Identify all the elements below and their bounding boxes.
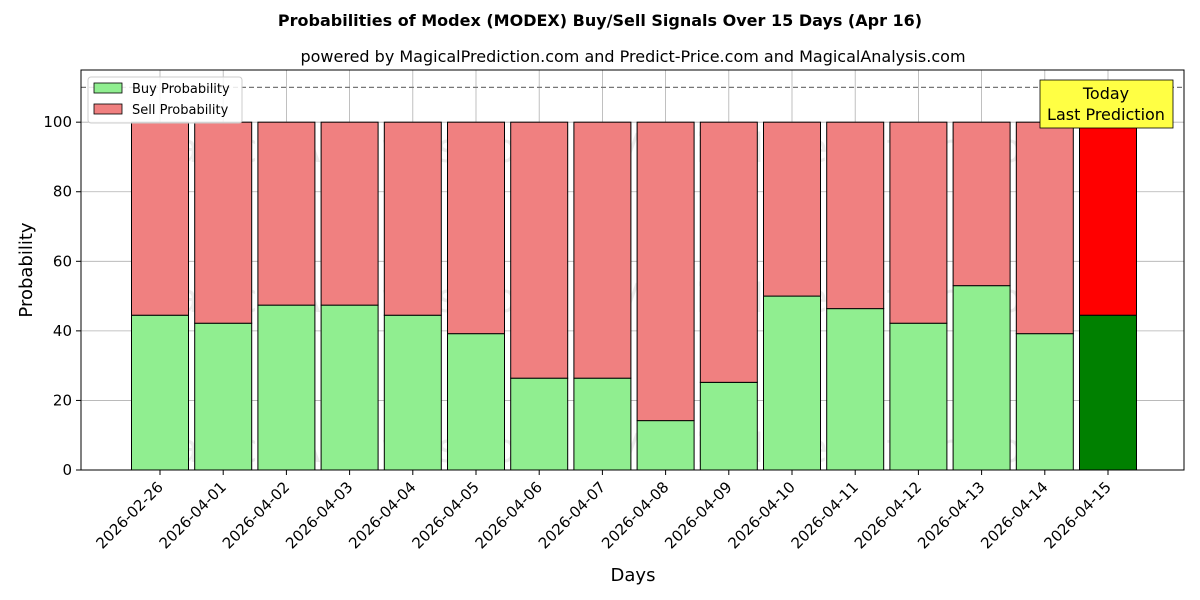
bars [131, 121, 1137, 471]
x-tick-label: 2026-02-26 [92, 478, 166, 552]
chart-title: Probabilities of Modex (MODEX) Buy/Sell … [278, 11, 922, 30]
y-axis-label: Probability [16, 222, 37, 317]
bar-sell [763, 121, 821, 297]
legend-swatch-buy [93, 82, 123, 94]
bar-buy [1015, 333, 1074, 471]
bar-buy [131, 314, 189, 471]
x-tick-label: 2026-04-10 [724, 478, 798, 552]
today-annotation: Today Last Prediction [1039, 79, 1174, 129]
x-tick-label: 2026-04-13 [914, 478, 988, 552]
legend-label-sell: Sell Probability [132, 103, 229, 118]
bar-sell [1079, 121, 1137, 316]
bar-buy [1079, 314, 1137, 471]
y-tick-label: 100 [43, 113, 72, 131]
bar-sell [952, 121, 1011, 287]
bar-buy [320, 304, 379, 471]
bar-sell [383, 121, 442, 316]
y-tick-label: 0 [62, 461, 72, 479]
x-tick-label: 2026-04-01 [156, 478, 230, 552]
bar-sell [636, 121, 695, 422]
x-tick-label: 2026-04-09 [661, 478, 735, 552]
bar-sell [699, 121, 758, 383]
x-tick-label: 2026-04-11 [788, 478, 862, 552]
bar-sell [1015, 121, 1074, 335]
x-tick-label: 2026-04-05 [408, 478, 482, 552]
x-axis-label: Days [611, 565, 656, 586]
bar-sell [510, 121, 569, 379]
annotation-box [1039, 79, 1174, 129]
bar-sell [826, 121, 885, 310]
bar-sell [573, 121, 632, 379]
bar-buy [257, 304, 316, 471]
annotation-line-2: Last Prediction [1047, 105, 1165, 124]
legend-box [87, 76, 243, 124]
x-axis-ticks: 2026-02-262026-04-012026-04-022026-04-03… [92, 470, 1115, 552]
chart-subtitle: powered by MagicalPrediction.com and Pre… [300, 47, 965, 66]
bar-sell [447, 121, 505, 335]
x-tick-label: 2026-04-12 [851, 478, 925, 552]
bar-sell [131, 121, 189, 316]
bar-buy [636, 420, 695, 471]
x-tick-label: 2026-04-15 [1040, 478, 1114, 552]
bar-buy [447, 333, 505, 471]
x-tick-label: 2026-04-07 [535, 478, 609, 552]
bar-sell [257, 121, 316, 306]
x-tick-label: 2026-04-08 [598, 478, 672, 552]
bar-buy [952, 285, 1011, 471]
y-tick-label: 80 [53, 183, 72, 201]
bar-buy [699, 381, 758, 471]
legend-label-buy: Buy Probability [132, 82, 230, 97]
x-tick-label: 2026-04-06 [472, 478, 546, 552]
x-tick-label: 2026-04-14 [977, 478, 1051, 552]
legend: Buy Probability Sell Probability [87, 76, 243, 124]
annotation-line-1: Today [1082, 84, 1129, 103]
bar-buy [383, 314, 442, 471]
y-axis-ticks: 0 20 40 60 80 100 [43, 113, 81, 479]
x-tick-label: 2026-04-02 [219, 478, 293, 552]
y-tick-label: 40 [53, 322, 72, 340]
legend-swatch-sell [93, 103, 123, 115]
bar-buy [826, 308, 885, 471]
bar-sell [194, 121, 253, 324]
bar-sell [889, 121, 948, 324]
plot-frame [80, 69, 1185, 471]
y-tick-label: 60 [53, 252, 72, 270]
bar-buy [763, 295, 821, 471]
bar-buy [194, 322, 253, 471]
y-tick-label: 20 [53, 391, 72, 409]
bar-buy [573, 377, 632, 471]
x-tick-label: 2026-04-04 [345, 478, 419, 552]
bar-buy [510, 377, 569, 471]
bar-buy [889, 322, 948, 471]
x-tick-label: 2026-04-03 [282, 478, 356, 552]
bar-sell [320, 121, 379, 306]
